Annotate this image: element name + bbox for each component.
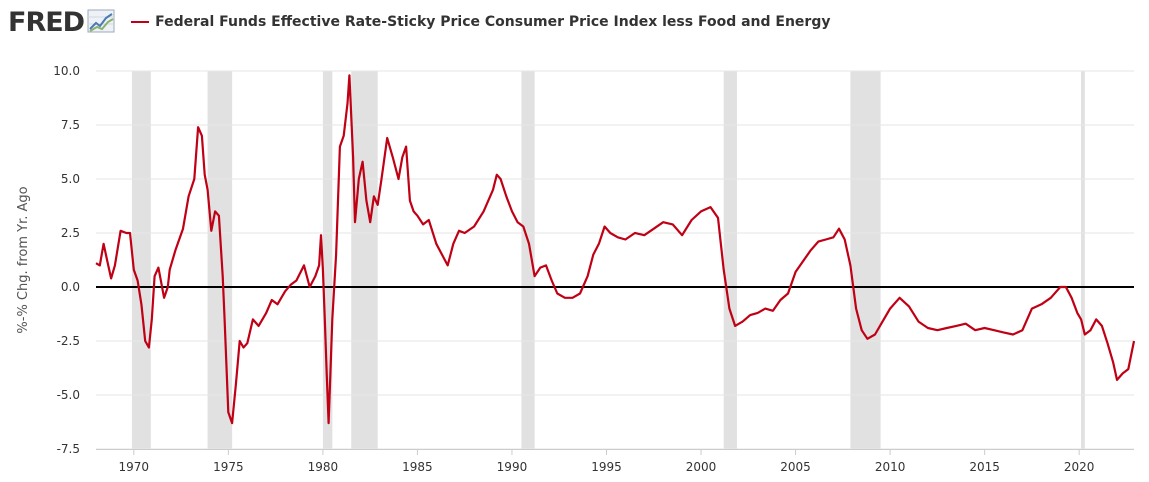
grid-lines xyxy=(96,70,1134,450)
x-tick-label: 1975 xyxy=(213,460,244,474)
x-tick-label: 1970 xyxy=(119,460,150,474)
y-tick-label: -5.0 xyxy=(57,388,80,402)
chart-legend: Federal Funds Effective Rate-Sticky Pric… xyxy=(131,14,830,30)
legend-label: Federal Funds Effective Rate-Sticky Pric… xyxy=(155,14,831,30)
chart-header: FRED Federal Funds Effective Rate-Sticky… xyxy=(8,6,830,38)
trend-chart-icon xyxy=(87,9,115,33)
recession-band xyxy=(131,71,151,449)
x-tick-label: 1980 xyxy=(308,460,339,474)
x-tick-label: 2010 xyxy=(875,460,906,474)
recession-band xyxy=(850,71,881,449)
x-tick-label: 2020 xyxy=(1064,460,1095,474)
x-axis-ticks: 1970 1975 1980 1985 1990 1995 2000 2005 2010 2015… xyxy=(96,449,1134,474)
x-tick-label: 2015 xyxy=(969,460,1000,474)
fred-logo[interactable]: FRED xyxy=(8,7,117,38)
y-tick-label: 2.5 xyxy=(61,226,80,240)
y-tick-label: 0.0 xyxy=(61,280,80,294)
recession-band xyxy=(521,71,535,449)
legend-swatch xyxy=(131,21,150,23)
x-tick-label: 1995 xyxy=(591,460,622,474)
x-tick-label: 2005 xyxy=(780,460,811,474)
y-tick-label: 5.0 xyxy=(61,172,80,186)
series-line xyxy=(95,74,1136,425)
y-tick-label: 7.5 xyxy=(61,118,80,132)
recession-bands xyxy=(131,71,1085,449)
x-tick-label: 1990 xyxy=(497,460,528,474)
recession-band xyxy=(351,71,378,449)
y-axis-label: %-% Chg. from Yr. Ago xyxy=(16,186,31,333)
y-axis-ticks: 10.0 7.5 5.0 2.5 0.0 -2.5 -5.0 -7.5 xyxy=(53,64,80,456)
recession-band xyxy=(1081,71,1085,449)
recession-band xyxy=(723,71,737,449)
recession-band xyxy=(322,71,333,449)
fred-logo-text: FRED xyxy=(8,6,85,38)
y-tick-label: 10.0 xyxy=(53,64,80,78)
y-tick-label: -7.5 xyxy=(57,442,80,456)
x-tick-label: 2000 xyxy=(686,460,717,474)
y-tick-label: -2.5 xyxy=(57,334,80,348)
x-tick-label: 1985 xyxy=(402,460,433,474)
